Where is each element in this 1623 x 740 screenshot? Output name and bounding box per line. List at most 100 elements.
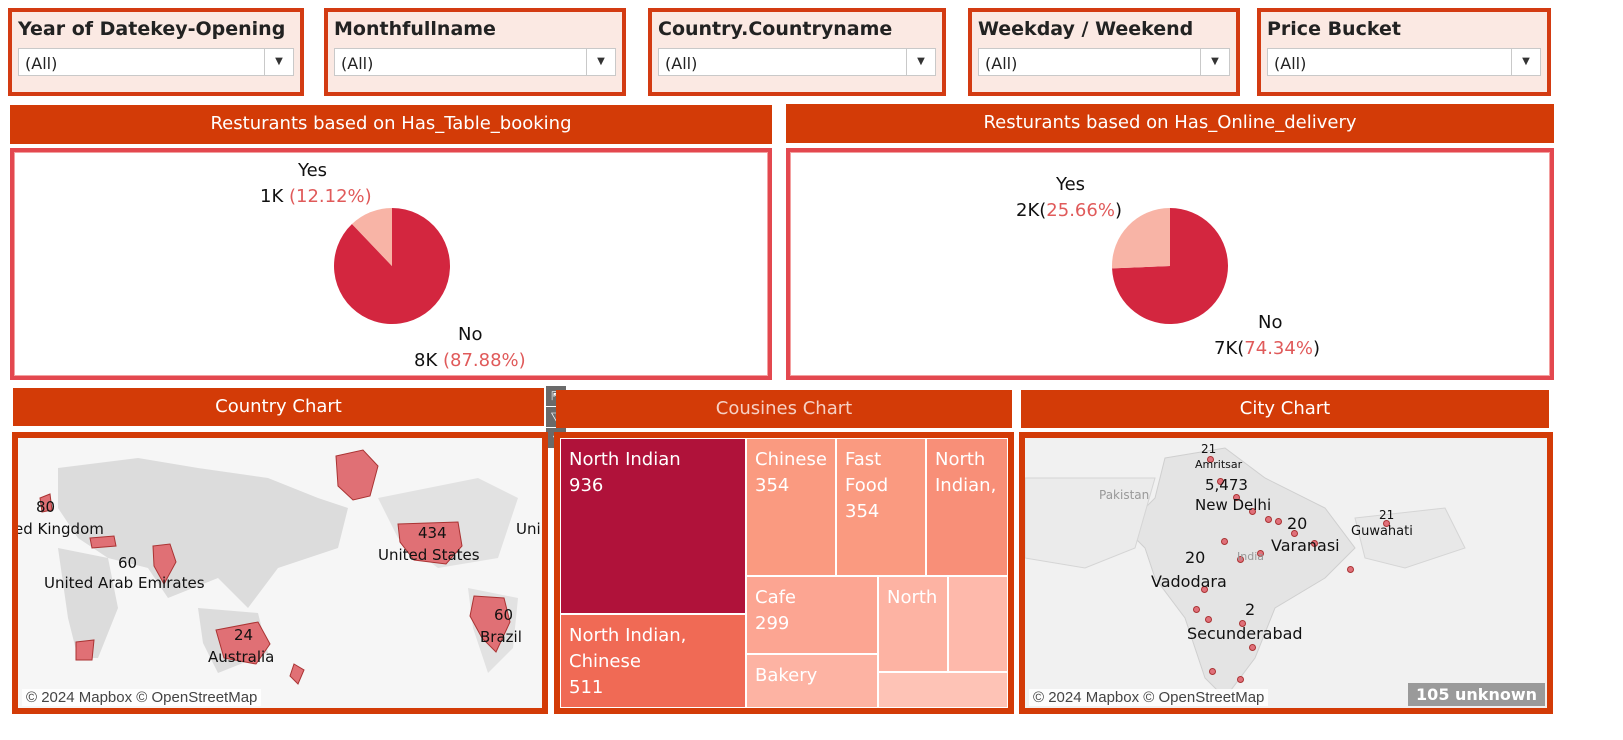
treemap-cell[interactable]: Cafe 299	[746, 576, 878, 654]
treemap-cell[interactable]	[948, 576, 1008, 672]
no-label: No	[1258, 312, 1283, 333]
city-dot[interactable]	[1201, 586, 1208, 593]
city-dot[interactable]	[1207, 456, 1214, 463]
pie-label-yes: Yes	[1056, 174, 1085, 195]
filter-price-bucket: Price Bucket (All) ▼	[1257, 8, 1551, 96]
city-dot[interactable]	[1249, 644, 1256, 651]
country-label: ed Kingdom	[14, 520, 104, 538]
city-chart-title: City Chart	[1021, 390, 1549, 428]
treemap-cell[interactable]: North Indian,	[926, 438, 1008, 576]
filter-year: Year of Datekey-Opening (All) ▼	[8, 8, 304, 96]
cell-value: 354	[755, 475, 790, 496]
chevron-down-icon[interactable]: ▼	[586, 49, 615, 75]
chevron-down-icon[interactable]: ▼	[264, 49, 293, 75]
city-map[interactable]: 21 Amritsar 5,473 New Delhi 20 Varanasi …	[1019, 432, 1553, 714]
treemap-cell[interactable]	[878, 672, 1008, 708]
treemap-cell[interactable]: Bakery	[746, 654, 878, 708]
city-dot[interactable]	[1265, 516, 1272, 523]
no-label: No	[458, 324, 483, 345]
city-dot[interactable]	[1237, 556, 1244, 563]
filter-country-value: (All)	[665, 54, 698, 73]
city-dot[interactable]	[1217, 478, 1224, 485]
filter-month-select[interactable]: (All) ▼	[334, 48, 616, 76]
country-label: Uni	[516, 520, 541, 538]
country-map[interactable]: 80 ed Kingdom 60 United Arab Emirates 43…	[12, 432, 548, 714]
filter-weekday-value: (All)	[985, 54, 1018, 73]
yes-pct: (12.12%)	[289, 186, 372, 207]
yes-count: 1K	[260, 186, 284, 207]
filter-year-select[interactable]: (All) ▼	[18, 48, 294, 76]
cell-value: 936	[569, 475, 604, 496]
chevron-down-icon[interactable]: ▼	[906, 49, 935, 75]
chevron-down-icon[interactable]: ▼	[1200, 49, 1229, 75]
unknown-indicator[interactable]: 105 unknown	[1408, 683, 1545, 706]
map-attribution: © 2024 Mapbox © OpenStreetMap	[1029, 689, 1269, 706]
cell-value: 299	[755, 613, 790, 634]
city-dot[interactable]	[1237, 676, 1244, 683]
city-dot[interactable]	[1257, 550, 1264, 557]
treemap-cell[interactable]: North	[878, 576, 948, 672]
city-dot[interactable]	[1275, 518, 1282, 525]
no-pct: 74.34%	[1244, 338, 1313, 359]
city-dot[interactable]	[1209, 668, 1216, 675]
yes-count: 2K	[1016, 200, 1040, 221]
city-dot[interactable]	[1205, 616, 1212, 623]
city-dot[interactable]	[1311, 540, 1318, 547]
city-label: 2	[1245, 600, 1256, 619]
pie-slice-yes	[1112, 208, 1170, 269]
pie-value-yes: 2K(25.66%)	[1016, 200, 1122, 221]
filter-month-value: (All)	[341, 54, 374, 73]
no-pct: (87.88%)	[443, 350, 526, 371]
city-dot[interactable]	[1383, 520, 1390, 527]
filter-month: Monthfullname (All) ▼	[324, 8, 626, 96]
treemap-cell[interactable]: North Indian, Chinese 511	[560, 614, 746, 708]
city-label: 5,473	[1205, 476, 1248, 494]
country-label: United States	[378, 546, 480, 564]
table-booking-pie[interactable]	[332, 206, 452, 326]
city-dot[interactable]	[1291, 530, 1298, 537]
filter-month-label: Monthfullname	[334, 18, 496, 40]
yes-label: Yes	[1056, 174, 1086, 195]
treemap-cell[interactable]: Chinese 354	[746, 438, 836, 576]
country-label: Brazil	[480, 628, 522, 646]
filter-weekday-select[interactable]: (All) ▼	[978, 48, 1230, 76]
cell-name: North Indian, Chinese	[569, 625, 687, 672]
city-dot[interactable]	[1347, 566, 1354, 573]
cell-value: 511	[569, 677, 604, 698]
country-label: United Arab Emirates	[44, 574, 205, 592]
chevron-down-icon[interactable]: ▼	[1511, 49, 1540, 75]
cell-name: North Indian	[569, 449, 681, 470]
treemap-cell[interactable]: Fast Food 354	[836, 438, 926, 576]
treemap-cell[interactable]: North Indian 936	[560, 438, 746, 614]
pie-value-yes: 1K (12.12%)	[260, 186, 372, 207]
pie-slice-yes	[351, 208, 392, 266]
filter-country-select[interactable]: (All) ▼	[658, 48, 936, 76]
city-dot[interactable]	[1193, 606, 1200, 613]
city-label: 20	[1185, 548, 1206, 567]
filter-year-label: Year of Datekey-Opening	[18, 18, 286, 40]
region-label: Pakistan	[1099, 488, 1150, 502]
map-attribution: © 2024 Mapbox © OpenStreetMap	[22, 689, 262, 706]
city-dot[interactable]	[1233, 494, 1240, 501]
online-delivery-title: Resturants based on Has_Online_delivery	[786, 104, 1554, 143]
city-dot[interactable]	[1239, 620, 1246, 627]
pie-value-no: 8K (87.88%)	[414, 350, 526, 371]
city-label: 21	[1379, 508, 1395, 522]
city-dot[interactable]	[1249, 508, 1256, 515]
city-label: 20	[1287, 514, 1308, 533]
cell-name: Fast Food	[845, 449, 889, 496]
filter-price-bucket-select[interactable]: (All) ▼	[1267, 48, 1541, 76]
cuisines-treemap[interactable]: North Indian 936 North Indian, Chinese 5…	[554, 432, 1014, 714]
online-delivery-pie[interactable]	[1110, 206, 1230, 326]
country-label: 60	[118, 554, 138, 572]
yes-label: Yes	[298, 160, 328, 181]
pie-label-no: No	[458, 324, 482, 345]
country-label: 434	[418, 524, 447, 542]
yes-pct: 25.66%	[1046, 200, 1115, 221]
table-booking-title: Resturants based on Has_Table_booking	[10, 105, 772, 144]
cell-name: Cafe	[755, 587, 797, 608]
online-delivery-panel: Yes 2K(25.66%) No 7K(74.34%)	[786, 148, 1554, 380]
city-dot[interactable]	[1221, 538, 1228, 545]
no-open: (	[1237, 338, 1245, 359]
city-label: Amritsar	[1195, 458, 1243, 471]
